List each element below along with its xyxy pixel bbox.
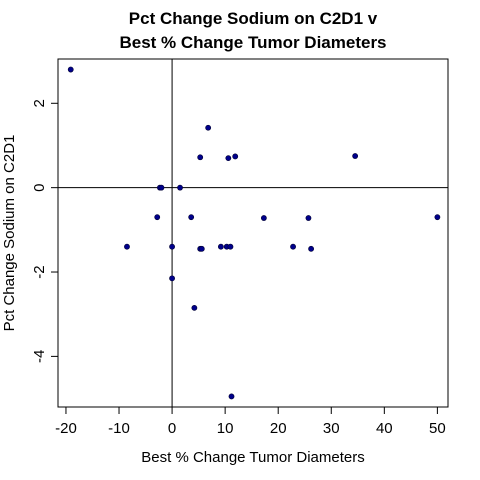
x-tick-label: -20: [55, 420, 77, 437]
data-point: [205, 124, 212, 131]
y-tick-label: 2: [31, 99, 48, 107]
x-tick-label: 10: [217, 420, 234, 437]
data-point: [434, 214, 441, 221]
data-point: [124, 243, 130, 250]
data-point: [158, 184, 165, 191]
data-point: [260, 215, 267, 221]
data-point: [197, 154, 204, 161]
data-point: [154, 214, 161, 221]
data-points: [67, 66, 441, 400]
x-tick-label: 20: [270, 420, 287, 437]
data-point: [67, 66, 74, 73]
x-tick-label: -10: [108, 420, 130, 437]
data-point: [169, 275, 175, 282]
plot-frame: [57, 58, 449, 408]
x-tick-label: 0: [168, 420, 176, 437]
y-tick-label: -2: [31, 265, 48, 278]
x-tick-label: 40: [376, 420, 393, 437]
data-point: [225, 155, 232, 162]
data-point: [308, 245, 315, 252]
data-point: [352, 153, 359, 159]
data-point: [290, 243, 296, 250]
data-point: [227, 243, 234, 250]
data-point: [232, 153, 239, 160]
x-axis-label: Best % Change Tumor Diameters: [141, 449, 364, 466]
data-point: [217, 243, 224, 250]
reference-lines: [58, 59, 448, 407]
x-tick-label: 50: [429, 420, 446, 437]
y-tick-label: -4: [31, 350, 48, 363]
y-tick-label: 0: [31, 183, 48, 191]
x-axis: -20 -10 0 10 20 30 40 50: [55, 406, 446, 437]
data-point: [191, 304, 198, 311]
data-point: [228, 393, 235, 400]
data-point: [305, 215, 312, 221]
data-point: [198, 245, 205, 252]
chart-title-line-1: Pct Change Sodium on C2D1 v: [129, 9, 378, 28]
data-point: [169, 243, 175, 250]
data-point: [188, 214, 195, 221]
data-point: [177, 184, 183, 191]
y-axis-label: Pct Change Sodium on C2D1: [1, 135, 18, 332]
y-axis: -4 -2 0 2: [31, 99, 59, 363]
chart-title-line-2: Best % Change Tumor Diameters: [119, 33, 386, 52]
x-tick-label: 30: [323, 420, 340, 437]
